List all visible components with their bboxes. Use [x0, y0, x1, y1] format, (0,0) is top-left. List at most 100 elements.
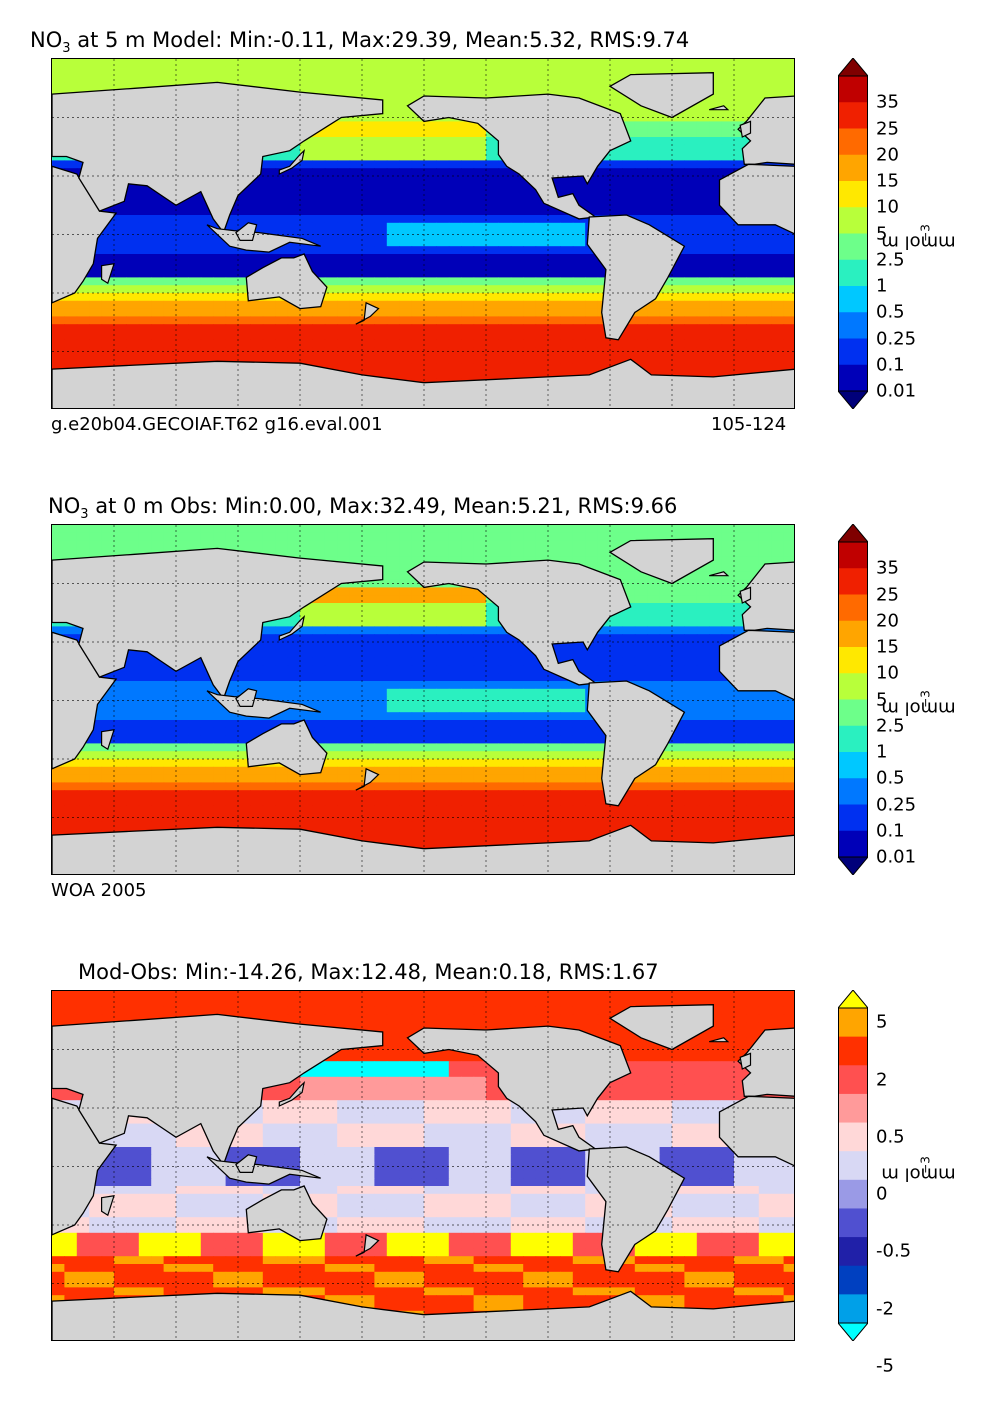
- field-cell: [672, 184, 685, 192]
- field-cell: [263, 192, 276, 200]
- field-cell: [709, 231, 722, 239]
- field-cell: [201, 743, 214, 751]
- field-cell: [126, 673, 139, 681]
- field-cell: [697, 759, 710, 767]
- field-cell: [598, 75, 611, 83]
- field-cell: [412, 332, 425, 340]
- field-cell: [188, 525, 201, 533]
- field-cell: [498, 665, 511, 673]
- field-cell: [374, 790, 387, 798]
- field-cell: [139, 681, 152, 689]
- field-cell: [387, 121, 400, 129]
- field-cell: [771, 59, 784, 67]
- field-cell: [275, 192, 288, 200]
- field-cell: [250, 533, 263, 541]
- field-cell: [511, 246, 524, 254]
- field-cell: [288, 673, 301, 681]
- field-cell: [275, 176, 288, 184]
- field-cell: [498, 231, 511, 239]
- field-cell: [126, 324, 139, 332]
- field-cell: [660, 59, 673, 67]
- field-cell: [511, 759, 524, 767]
- field-cell: [263, 316, 276, 324]
- field-cell: [709, 580, 722, 588]
- field-cell: [585, 332, 598, 340]
- field-cell: [325, 82, 338, 90]
- field-cell: [573, 340, 586, 348]
- field-cell: [709, 301, 722, 309]
- field-cell: [436, 145, 449, 153]
- field-cell: [213, 736, 226, 744]
- field-cell: [188, 277, 201, 285]
- field-cell: [126, 207, 139, 215]
- field-cell: [89, 525, 102, 533]
- field-cell: [436, 176, 449, 184]
- field-cell: [722, 332, 735, 340]
- field-cell: [684, 603, 697, 611]
- field-cell: [523, 704, 536, 712]
- field-cell: [337, 207, 350, 215]
- field-cell: [176, 525, 189, 533]
- field-cell: [436, 704, 449, 712]
- field-cell: [461, 293, 474, 301]
- field-cell: [89, 285, 102, 293]
- field-cell: [374, 743, 387, 751]
- field-cell: [151, 316, 164, 324]
- run-name-label: g.e20b04.GECOIAF.T62 g16.eval.001: [51, 414, 383, 435]
- field-cell: [548, 231, 561, 239]
- field-cell: [709, 704, 722, 712]
- field-cell: [771, 238, 784, 246]
- field-cell: [573, 798, 586, 806]
- field-cell: [312, 642, 325, 650]
- field-cell: [536, 238, 549, 246]
- field-cell: [424, 704, 437, 712]
- field-cell: [374, 673, 387, 681]
- field-cell: [684, 168, 697, 176]
- field-cell: [746, 767, 759, 775]
- field-cell: [412, 665, 425, 673]
- field-cell: [759, 743, 772, 751]
- field-cell: [188, 720, 201, 728]
- field-cell: [536, 301, 549, 309]
- field-cell: [635, 603, 648, 611]
- field-cell: [424, 371, 437, 379]
- map-plot: [51, 524, 795, 875]
- field-cell: [436, 611, 449, 619]
- field-cell: [709, 775, 722, 783]
- field-cell: [536, 759, 549, 767]
- field-cell: [684, 626, 697, 634]
- colorbar-tick-label: 0.1: [876, 354, 905, 375]
- field-cell: [350, 611, 363, 619]
- field-cell: [325, 207, 338, 215]
- field-cell: [126, 525, 139, 533]
- field-cell: [759, 751, 772, 759]
- field-cell: [709, 798, 722, 806]
- field-cell: [684, 160, 697, 168]
- field-cell: [424, 254, 437, 262]
- field-cell: [709, 207, 722, 215]
- field-cell: [436, 806, 449, 814]
- field-cell: [250, 316, 263, 324]
- field-cell: [139, 767, 152, 775]
- field-cell: [486, 309, 499, 317]
- field-cell: [560, 533, 573, 541]
- field-cell: [188, 238, 201, 246]
- colorbar: [838, 58, 868, 409]
- field-cell: [635, 153, 648, 161]
- field-cell: [362, 207, 375, 215]
- field-cell: [647, 681, 660, 689]
- field-cell: [784, 82, 795, 90]
- field-cell: [288, 665, 301, 673]
- field-cell: [436, 371, 449, 379]
- field-cell: [548, 285, 561, 293]
- field-cell: [412, 129, 425, 137]
- field-cell: [709, 223, 722, 231]
- field-cell: [449, 309, 462, 317]
- field-cell: [436, 316, 449, 324]
- field-cell: [498, 270, 511, 278]
- field-cell: [734, 324, 747, 332]
- field-cell: [275, 324, 288, 332]
- field-cell: [734, 798, 747, 806]
- field-cell: [412, 642, 425, 650]
- field-cell: [709, 153, 722, 161]
